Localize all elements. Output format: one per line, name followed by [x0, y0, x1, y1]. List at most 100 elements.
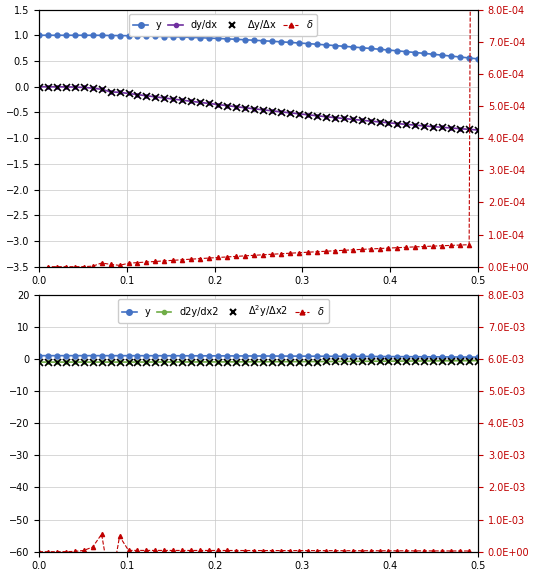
Point — [43, 358, 52, 367]
Point — [205, 357, 213, 366]
Point — [79, 83, 88, 92]
Point — [115, 357, 124, 366]
Point — [375, 357, 384, 366]
Point — [196, 357, 204, 366]
Point — [223, 101, 232, 110]
Point — [214, 357, 223, 366]
Point — [214, 100, 223, 109]
Point — [456, 124, 464, 133]
Point — [268, 106, 276, 115]
Point — [303, 357, 312, 366]
Point — [331, 113, 339, 122]
Point — [142, 357, 151, 366]
Point — [420, 357, 429, 366]
Point — [223, 357, 232, 366]
Point — [35, 358, 43, 367]
Point — [393, 357, 402, 366]
Point — [151, 357, 160, 366]
Point — [375, 117, 384, 126]
Point — [115, 88, 124, 97]
Point — [295, 109, 303, 118]
Point — [411, 357, 419, 366]
Point — [187, 357, 196, 366]
Point — [52, 82, 61, 91]
Point — [348, 357, 357, 366]
Point — [366, 117, 375, 126]
Point — [295, 357, 303, 366]
Point — [160, 93, 169, 103]
Point — [303, 110, 312, 119]
Point — [232, 357, 240, 366]
Point — [106, 87, 115, 96]
Point — [169, 95, 178, 104]
Point — [429, 122, 438, 131]
Point — [411, 121, 419, 130]
Point — [169, 357, 178, 366]
Point — [52, 358, 61, 367]
Point — [124, 89, 133, 98]
Point — [322, 357, 330, 366]
Point — [62, 83, 70, 92]
Point — [133, 90, 142, 99]
Point — [286, 357, 294, 366]
Point — [339, 357, 348, 366]
Point — [277, 107, 285, 117]
Point — [348, 115, 357, 124]
Point — [35, 82, 43, 91]
Point — [259, 105, 268, 114]
Legend: y, dy/dx, $\Delta$y/$\Delta$x, $\delta$: y, dy/dx, $\Delta$y/$\Delta$x, $\delta$ — [129, 14, 317, 36]
Point — [250, 104, 258, 114]
Point — [250, 357, 258, 366]
Point — [393, 119, 402, 128]
Point — [178, 357, 187, 366]
Point — [196, 98, 204, 107]
Point — [259, 357, 268, 366]
Point — [205, 99, 213, 108]
Point — [465, 125, 473, 134]
Point — [438, 123, 447, 132]
Point — [151, 92, 160, 102]
Point — [106, 358, 115, 367]
Point — [384, 118, 393, 128]
Point — [322, 112, 330, 121]
Point — [474, 356, 483, 365]
Point — [402, 357, 411, 366]
Point — [474, 125, 483, 134]
Point — [465, 356, 473, 365]
Point — [384, 357, 393, 366]
Point — [241, 357, 249, 366]
Point — [366, 357, 375, 366]
Point — [187, 97, 196, 106]
Point — [429, 356, 438, 365]
Point — [178, 96, 187, 105]
Point — [420, 121, 429, 130]
Point — [447, 123, 455, 133]
Point — [88, 84, 97, 93]
Point — [402, 120, 411, 129]
Point — [79, 358, 88, 367]
Point — [241, 103, 249, 113]
Legend: y, d2y/dx2, $\Delta^2$y/$\Delta$x2, $\delta$: y, d2y/dx2, $\Delta^2$y/$\Delta$x2, $\de… — [118, 299, 328, 323]
Point — [124, 357, 133, 366]
Point — [286, 108, 294, 118]
Point — [447, 356, 455, 365]
Point — [88, 358, 97, 367]
Point — [97, 358, 106, 367]
Point — [277, 357, 285, 366]
Point — [438, 356, 447, 365]
Point — [312, 111, 321, 121]
Point — [268, 357, 276, 366]
Point — [456, 356, 464, 365]
Point — [312, 357, 321, 366]
Point — [339, 114, 348, 123]
Point — [331, 357, 339, 366]
Point — [43, 82, 52, 91]
Point — [71, 358, 79, 367]
Point — [97, 85, 106, 94]
Point — [142, 91, 151, 100]
Point — [62, 358, 70, 367]
Point — [160, 357, 169, 366]
Point — [232, 102, 240, 111]
Point — [357, 357, 366, 366]
Point — [133, 357, 142, 366]
